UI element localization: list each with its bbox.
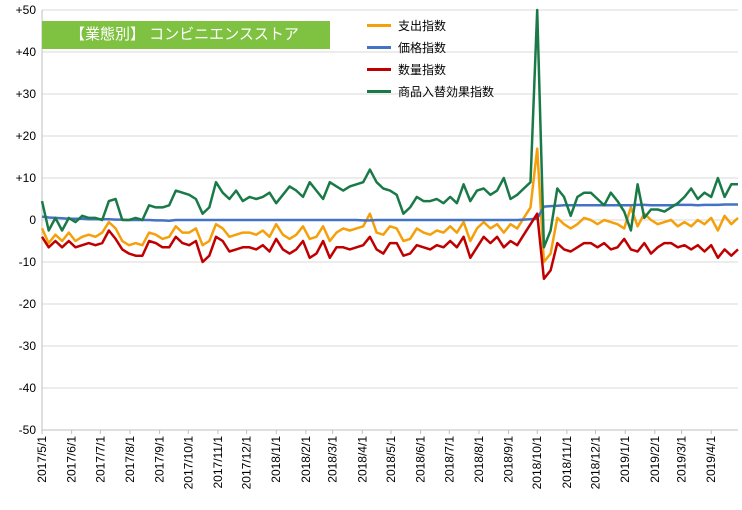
x-tick-label: 2018/8/1 (472, 436, 486, 483)
legend-label-quantity: 数量指数 (398, 63, 447, 77)
x-tick-label: 2019/3/1 (675, 436, 689, 483)
y-tick-label: +40 (16, 45, 37, 59)
x-tick-label: 2018/1/1 (269, 436, 283, 483)
x-tick-label: 2017/9/1 (153, 436, 167, 483)
legend-swatch-product-replacement (367, 90, 391, 93)
y-tick-label: 0 (29, 213, 36, 227)
series-line-2 (40, 212, 739, 281)
x-tick-label: 2018/6/1 (414, 436, 428, 483)
x-tick-label: 2019/2/1 (648, 436, 662, 483)
legend-label-product-replacement: 商品入替効果指数 (398, 85, 495, 99)
x-axis: 2017/5/1 2017/6/1 2017/7/1 2017/8/1 2017/9/1… (35, 429, 738, 490)
y-tick-label: +50 (16, 3, 37, 17)
x-tick-label: 2018/11/1 (560, 436, 574, 489)
legend-label-price: 価格指数 (398, 41, 447, 55)
x-tick-label: 2018/10/1 (530, 436, 544, 490)
legend-swatch-price (367, 46, 391, 49)
legend-swatch-quantity (367, 68, 391, 71)
x-tick-label: 2018/2/1 (299, 436, 313, 483)
chart-title: 【業態別】 コンビニエンスストア (42, 21, 330, 49)
y-tick-label: +30 (16, 87, 37, 101)
y-tick-label: -30 (19, 339, 37, 353)
y-tick-label: -40 (19, 381, 37, 395)
x-tick-label: 2018/7/1 (442, 436, 456, 483)
x-tick-label: 2017/5/1 (35, 436, 49, 483)
y-tick-label: -50 (19, 423, 37, 437)
x-tick-label: 2017/10/1 (181, 436, 195, 490)
legend-label-spending: 支出指数 (398, 19, 447, 33)
x-tick-label: 2017/8/1 (123, 436, 137, 483)
x-tick-label: 2018/12/1 (589, 436, 603, 490)
x-tick-label: 2018/5/1 (384, 436, 398, 483)
series-line-1 (41, 203, 738, 223)
x-tick-label: 2019/1/1 (618, 436, 632, 483)
x-tick-label: 2017/12/1 (240, 436, 254, 490)
y-tick-label: +10 (16, 171, 37, 185)
legend-swatch-spending (367, 24, 391, 27)
x-tick-label: 2018/3/1 (326, 436, 340, 483)
y-axis: -50 -40 -30 -20 -10 0 +10 +20 +30 +40 +50 (16, 3, 43, 437)
x-tick-label: 2017/7/1 (93, 436, 107, 483)
y-tick-label: -20 (19, 297, 37, 311)
x-tick-label: 2019/4/1 (704, 436, 718, 483)
x-tick-label: 2017/11/1 (211, 436, 225, 489)
x-tick-label: 2017/6/1 (65, 436, 79, 483)
y-tick-label: +20 (16, 129, 37, 143)
series-lines (40, 8, 739, 281)
x-tick-label: 2018/9/1 (502, 436, 516, 483)
series-line-0 (40, 147, 739, 264)
series-line-3 (40, 8, 738, 249)
x-tick-label: 2018/4/1 (355, 436, 369, 483)
y-tick-label: -10 (19, 255, 37, 269)
